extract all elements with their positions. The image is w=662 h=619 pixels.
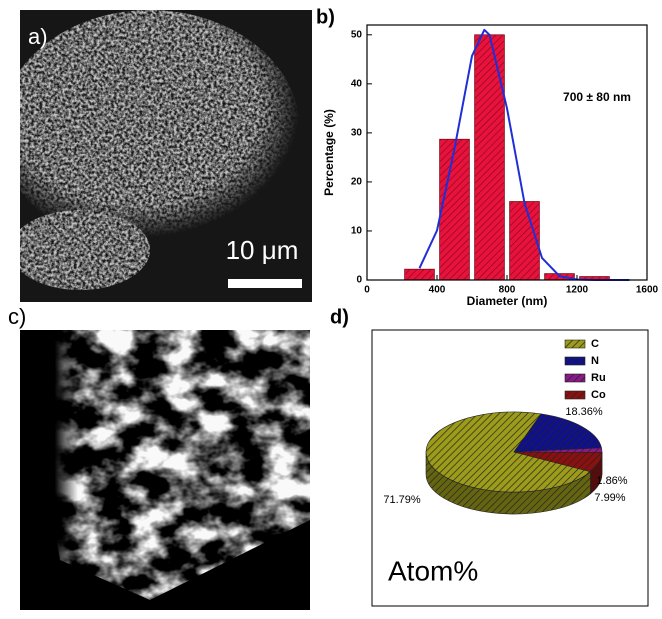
panel-label: d) — [330, 306, 349, 328]
y-axis-title: Percentage (%) — [322, 109, 336, 196]
bar — [510, 202, 540, 280]
y-tick-label: 20 — [351, 177, 363, 188]
slice-label: 71.79% — [383, 494, 421, 506]
legend-swatch — [565, 357, 585, 365]
legend-swatch — [565, 340, 585, 348]
panel-label: a) — [28, 24, 48, 49]
slice-label: 7.99% — [594, 492, 625, 504]
slice-label: 1.86% — [596, 475, 627, 487]
bar — [475, 35, 505, 280]
x-tick-label: 1200 — [566, 285, 589, 296]
y-tick-label: 50 — [351, 29, 363, 40]
x-tick-label: 0 — [364, 285, 370, 296]
plot-frame — [367, 25, 647, 280]
slice-label: 18.36% — [565, 406, 603, 418]
bar — [405, 269, 435, 280]
legend-label: N — [591, 355, 599, 367]
panel-label: b) — [316, 6, 335, 28]
legend-swatch — [565, 374, 585, 382]
annotation: 700 ± 80 nm — [563, 90, 631, 104]
panel-label: c) — [8, 304, 26, 329]
y-tick-label: 10 — [351, 226, 363, 237]
x-tick-label: 1600 — [636, 285, 659, 296]
legend-label: C — [591, 338, 599, 350]
y-tick-label: 30 — [351, 128, 363, 139]
pie-title: Atom% — [388, 555, 478, 586]
scale-bar — [228, 279, 302, 288]
figure: a) 10 μm c) b)04008001200160001020304050… — [0, 0, 662, 614]
bar — [440, 139, 470, 280]
legend-swatch — [565, 391, 585, 399]
legend-label: Co — [591, 389, 606, 401]
y-tick-label: 0 — [356, 275, 362, 286]
legend-label: Ru — [591, 372, 606, 384]
x-axis-title: Diameter (nm) — [467, 294, 548, 308]
scale-bar-label: 10 μm — [226, 235, 299, 265]
tem-texture — [20, 330, 310, 610]
y-tick-label: 40 — [351, 78, 363, 89]
x-tick-label: 400 — [429, 285, 446, 296]
pie-panel: d) 71.79% 18.36% 1.86% 7.99% CN Ru Co Atom% — [330, 306, 628, 586]
